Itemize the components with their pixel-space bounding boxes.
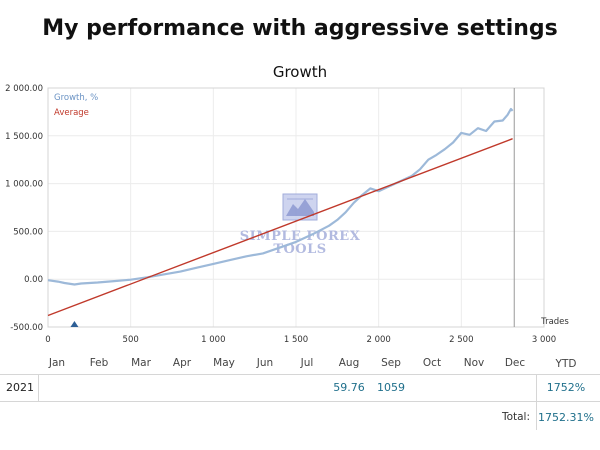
- legend-average: Average: [54, 108, 89, 118]
- month-header-row: Jan Feb Mar Apr May Jun Jul Aug Sep Oct Nov Dec: [0, 352, 600, 374]
- month-label: Sep: [381, 357, 401, 369]
- table-row: 2021 59.76 1059 1752%: [0, 374, 600, 402]
- x-tick-label: 500: [123, 335, 139, 345]
- month-label: Nov: [463, 357, 485, 369]
- ytd-header: YTD: [555, 358, 577, 370]
- watermark-line1: SIMPLE FOREX: [240, 229, 361, 244]
- month-label: Oct: [422, 357, 442, 369]
- growth-chart: -500.00 0.00 500.00 1 000.00 1 500.00 2 000.0…: [5, 84, 569, 345]
- y-tick-label: 500.00: [13, 227, 43, 237]
- watermark: SIMPLE FOREX TOOLS: [240, 193, 361, 257]
- watermark-line2: TOOLS: [273, 242, 326, 257]
- legend-growth: Growth, %: [54, 93, 98, 103]
- x-tick-label: 2 000: [366, 335, 390, 345]
- y-tick-label: -500.00: [10, 323, 43, 333]
- total-value: 1752.31%: [538, 411, 594, 424]
- month-label: Mar: [131, 357, 151, 369]
- sep-value: 1059: [377, 381, 405, 394]
- y-tick-label: 2 000.00: [5, 84, 43, 94]
- year-label: 2021: [6, 381, 34, 394]
- month-label: May: [213, 357, 235, 369]
- average-series-line: [47, 138, 513, 317]
- month-label: Aug: [338, 357, 360, 369]
- series-layer: [47, 88, 515, 327]
- y-tick-label: 1 000.00: [5, 180, 43, 190]
- month-label: Apr: [172, 357, 192, 369]
- month-label: Jan: [48, 357, 66, 369]
- x-tick-label: 3 000: [532, 335, 556, 345]
- x-tick-label: 0: [45, 335, 50, 345]
- growth-series-line: [47, 107, 514, 286]
- y-tick-label: 0.00: [24, 275, 43, 285]
- ytd-value: 1752%: [546, 381, 586, 394]
- trade-start-marker: [70, 321, 79, 327]
- month-label: Feb: [89, 357, 109, 369]
- month-label: Jun: [256, 357, 274, 369]
- y-axis: -500.00 0.00 500.00 1 000.00 1 500.00 2 000.0…: [5, 84, 43, 333]
- table-divider-left: [38, 374, 39, 401]
- table-divider-right: [536, 374, 537, 430]
- x-tick-label: 1 500: [284, 335, 308, 345]
- chart-title: Growth: [272, 63, 328, 81]
- month-label: Jul: [300, 357, 314, 369]
- total-label: Total:: [501, 411, 530, 423]
- page-title: My performance with aggressive settings: [42, 16, 558, 41]
- bull-bear-logo-icon: [282, 193, 318, 221]
- y-tick-label: 1 500.00: [5, 132, 43, 142]
- x-tick-label: 2 500: [449, 335, 473, 345]
- x-axis: 0 500 1 000 1 500 2 000 2 500 3 000: [45, 335, 556, 345]
- marker-layer: [70, 321, 79, 327]
- x-tick-label: 1 000: [201, 335, 225, 345]
- x-axis-label: Trades: [540, 317, 569, 327]
- month-label: Dec: [504, 357, 526, 369]
- plot-area: [47, 87, 545, 328]
- aug-value: 59.76: [333, 381, 365, 394]
- chart-legend: Growth, % Average: [54, 93, 98, 118]
